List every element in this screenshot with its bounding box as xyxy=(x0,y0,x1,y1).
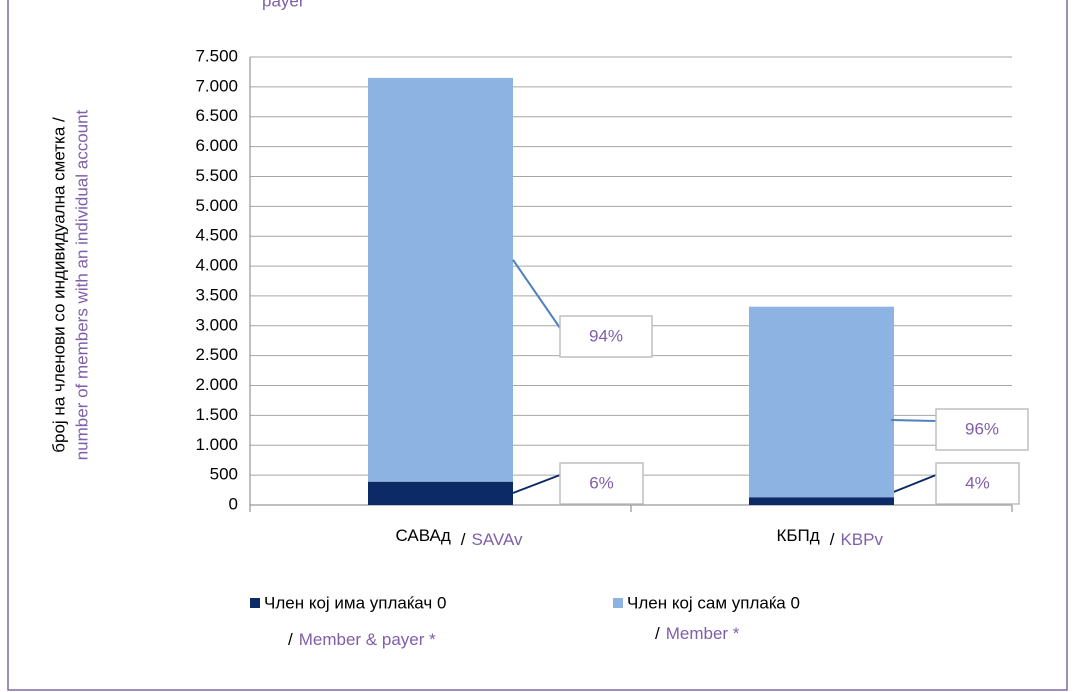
data-label-box xyxy=(935,462,1020,505)
y-tick-label: 3.000 xyxy=(195,315,238,334)
y-tick-label: 2.000 xyxy=(195,375,238,394)
data-label-box xyxy=(559,315,653,358)
legend-swatch xyxy=(250,598,260,608)
slash: / xyxy=(830,530,835,549)
legend-en: Member * xyxy=(666,624,740,643)
y-tick-label: 500 xyxy=(210,465,238,484)
leader-line xyxy=(890,418,937,422)
legend-en: Member & payer * xyxy=(299,630,436,649)
data-label: 4% xyxy=(965,473,990,492)
y-tick-label: 6.000 xyxy=(195,136,238,155)
slash: / xyxy=(655,624,660,643)
data-label: 6% xyxy=(589,473,614,492)
frame xyxy=(7,0,1068,691)
y-tick-label: 2.500 xyxy=(195,345,238,364)
y-axis-title: број на членови со индивидуална сметка / xyxy=(49,117,68,453)
y-tick-label: 0 xyxy=(229,494,238,513)
slash: / xyxy=(288,630,293,649)
y-tick-label: 5.500 xyxy=(195,166,238,185)
y-tick-label: 3.500 xyxy=(195,285,238,304)
legend-label-en: / Member * xyxy=(655,624,740,643)
y-tick-label: 1.000 xyxy=(195,435,238,454)
y-axis-title-en: number of members with an individual acc… xyxy=(72,109,91,460)
leader-line xyxy=(890,474,937,494)
legend-label: Член кој сам уплаќа 0 xyxy=(627,593,800,612)
y-tick-label: 6.500 xyxy=(195,106,238,125)
y-tick-label: 7.500 xyxy=(195,46,238,65)
y-tick-label: 1.500 xyxy=(195,405,238,424)
bar-segment xyxy=(368,77,513,482)
legend-swatch xyxy=(613,598,623,608)
bar-segment xyxy=(749,306,894,498)
bar-segment xyxy=(368,481,513,505)
y-tick-label: 4.500 xyxy=(195,226,238,245)
x-tick-label: САВАд / SAVAv xyxy=(396,526,524,549)
chart-title: payer xyxy=(262,0,305,10)
data-label: 94% xyxy=(589,326,623,345)
leader-line xyxy=(512,259,561,329)
legend-label-en: / Member & payer * xyxy=(288,630,436,649)
y-tick-label: 7.000 xyxy=(195,76,238,95)
data-label-box xyxy=(559,462,644,505)
slash: / xyxy=(461,530,466,549)
x-tick-label: КБПд / KBPv xyxy=(777,526,884,549)
y-tick-label: 4.000 xyxy=(195,256,238,275)
category-en: KBPv xyxy=(840,530,883,549)
category: КБПд xyxy=(777,526,820,545)
leader-line xyxy=(512,474,561,494)
category: САВАд xyxy=(396,526,451,545)
y-tick-label: 5.000 xyxy=(195,196,238,215)
legend-label: Член кој има уплаќач 0 xyxy=(264,593,446,612)
data-label-box xyxy=(935,408,1029,451)
data-label: 96% xyxy=(965,419,999,438)
category-en: SAVAv xyxy=(472,530,524,549)
bar-segment xyxy=(749,497,894,505)
